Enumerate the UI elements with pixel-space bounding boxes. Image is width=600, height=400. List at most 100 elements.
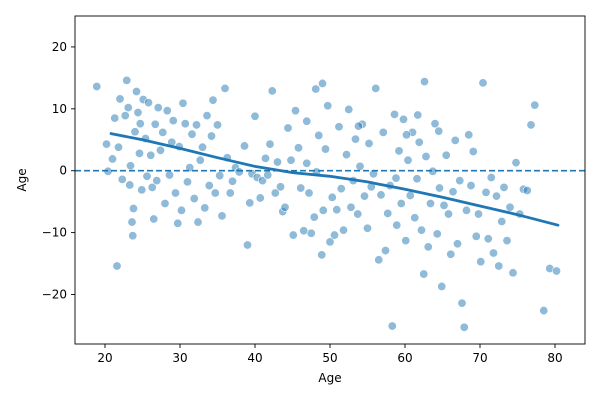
data-point	[173, 218, 183, 228]
data-point	[391, 173, 401, 183]
data-point	[389, 109, 399, 119]
data-point	[180, 119, 190, 129]
data-point	[434, 183, 444, 193]
data-point	[392, 220, 402, 230]
data-point	[234, 167, 244, 177]
data-point	[432, 229, 442, 239]
data-point	[178, 98, 188, 108]
data-point	[160, 199, 170, 209]
x-tick-label: 20	[97, 351, 112, 365]
data-point	[318, 205, 328, 215]
data-point	[459, 322, 469, 332]
data-point	[283, 123, 293, 133]
data-point	[306, 228, 316, 238]
data-point	[314, 130, 324, 140]
data-point	[334, 122, 344, 132]
data-point	[448, 187, 458, 197]
data-point	[511, 158, 521, 168]
data-point	[443, 209, 453, 219]
data-point	[416, 225, 426, 235]
data-point	[368, 169, 378, 179]
data-point	[455, 176, 465, 186]
data-point	[457, 298, 467, 308]
data-point	[123, 103, 133, 113]
data-point	[217, 211, 227, 221]
data-point	[250, 111, 260, 121]
y-tick-label: −20	[42, 287, 67, 301]
data-point	[410, 213, 420, 223]
data-point	[327, 192, 337, 202]
data-point	[502, 236, 512, 246]
data-point	[450, 135, 460, 145]
data-point	[225, 188, 235, 198]
data-point	[344, 104, 354, 114]
data-point	[551, 266, 561, 276]
data-point	[466, 181, 476, 191]
data-point	[364, 138, 374, 148]
data-point	[317, 78, 327, 88]
data-point	[150, 119, 160, 129]
data-point	[439, 200, 449, 210]
data-point	[362, 223, 372, 233]
x-tick-label: 30	[172, 351, 187, 365]
data-point	[245, 198, 255, 208]
data-point	[329, 230, 339, 240]
data-point	[325, 237, 335, 247]
data-point	[317, 250, 327, 260]
data-point	[290, 106, 300, 116]
plot-frame	[74, 15, 586, 345]
x-axis-label: Age	[318, 371, 341, 385]
y-axis-label: Age	[15, 168, 29, 191]
data-point	[405, 190, 415, 200]
data-point	[425, 199, 435, 209]
data-point	[130, 127, 140, 137]
data-point	[530, 100, 540, 110]
data-point	[353, 209, 363, 219]
data-point	[371, 83, 381, 93]
data-point	[526, 120, 536, 130]
data-point	[336, 184, 346, 194]
x-tick-label: 70	[472, 351, 487, 365]
data-point	[132, 87, 142, 97]
data-point	[228, 176, 238, 186]
data-point	[207, 131, 217, 141]
data-point	[215, 171, 225, 181]
data-point	[220, 83, 230, 93]
data-point	[488, 248, 498, 258]
data-point	[483, 234, 493, 244]
data-point	[198, 142, 208, 152]
data-point	[288, 230, 298, 240]
data-point	[461, 205, 471, 215]
data-point	[421, 151, 431, 161]
data-point	[355, 161, 365, 171]
data-point	[171, 188, 181, 198]
data-point	[481, 187, 491, 197]
data-point	[478, 78, 488, 88]
y-tick-label: −10	[42, 226, 67, 240]
data-point	[441, 150, 451, 160]
data-point	[162, 106, 172, 116]
data-point	[213, 120, 223, 130]
data-point	[396, 199, 406, 209]
scatter-points	[92, 75, 561, 332]
data-point	[494, 261, 504, 271]
x-axis: 20 30 40 50 60 70 80	[97, 344, 563, 365]
data-point	[270, 188, 280, 198]
data-point	[430, 119, 440, 129]
data-point	[452, 239, 462, 249]
data-point	[114, 142, 124, 152]
data-point	[189, 194, 199, 204]
data-point	[341, 150, 351, 160]
data-point	[476, 257, 486, 267]
y-tick-label: 10	[52, 102, 67, 116]
data-point	[153, 103, 163, 113]
data-point	[304, 188, 314, 198]
data-point	[491, 191, 501, 201]
data-point	[165, 170, 175, 180]
data-point	[275, 182, 285, 192]
data-point	[120, 111, 130, 121]
data-point	[142, 171, 152, 181]
data-point	[413, 110, 423, 120]
data-point	[508, 268, 518, 278]
